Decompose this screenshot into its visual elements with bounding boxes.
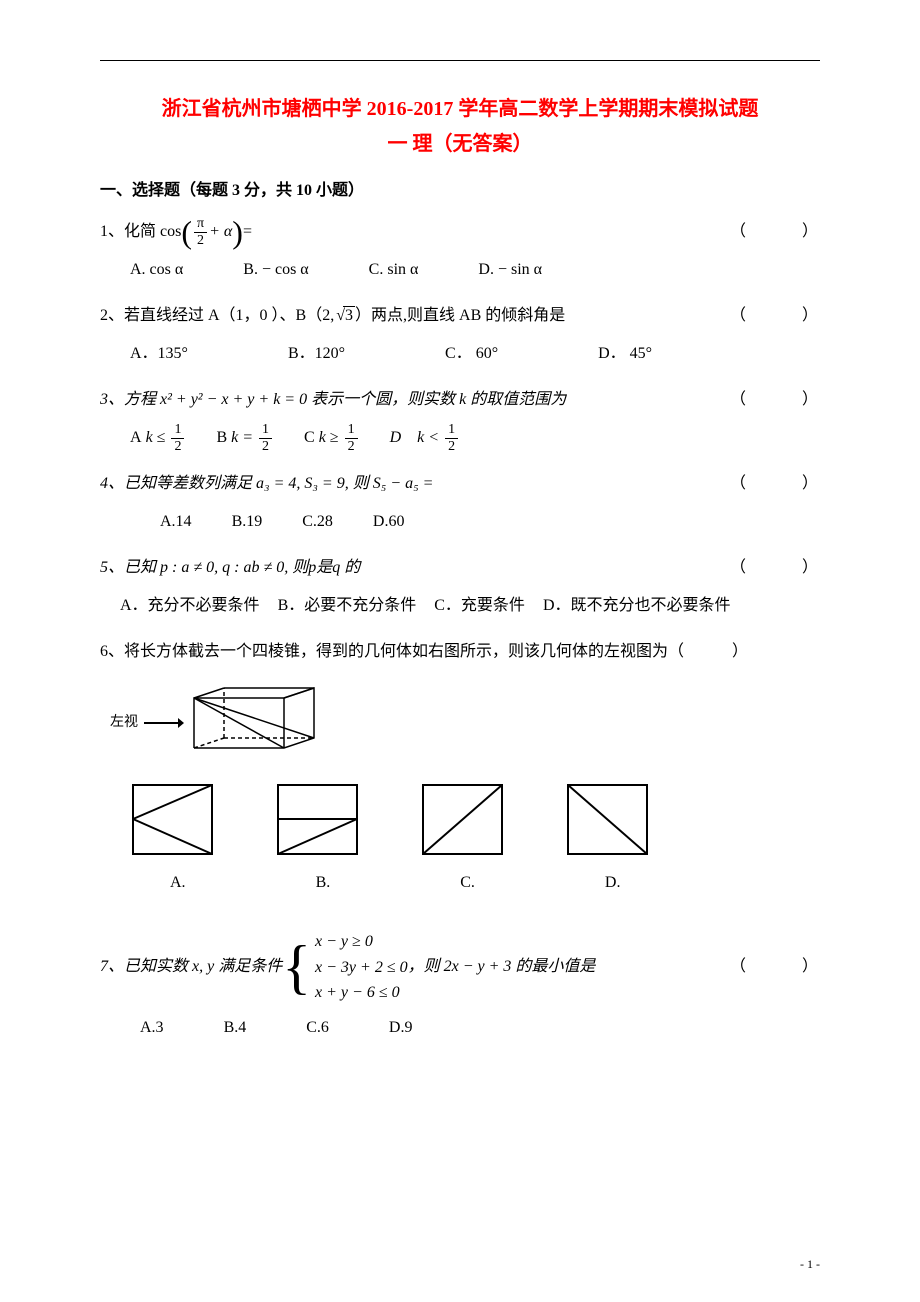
- question-2: 2、若直线经过 A（1，0 ）、B（2, 3 ）两点,则直线 AB 的倾斜角是 …: [100, 300, 820, 370]
- q7-opt-a: A.3: [140, 1012, 164, 1044]
- q6-option-labels: A. B. C. D.: [170, 867, 820, 899]
- q6-label-d: D.: [605, 867, 621, 899]
- q7-sys-1: x − y ≥ 0: [315, 929, 408, 955]
- page-number: - 1 -: [800, 1257, 820, 1272]
- q6-fig-b: [275, 782, 360, 857]
- q7-sys-3: x + y − 6 ≤ 0: [315, 980, 408, 1006]
- q1-opt-c: C. sin α: [369, 254, 419, 286]
- q6-main-figure: [184, 678, 324, 768]
- q3-a-rel: k ≤: [146, 422, 166, 454]
- q2-text-a: 2、若直线经过 A（1，0 ）、B（2,: [100, 300, 334, 332]
- question-3: 3、方程 x² + y² − x + y + k = 0 表示一个圆，则实数 k…: [100, 384, 820, 454]
- q4-opt-c: C.28: [302, 506, 333, 538]
- q1-frac-den: 2: [194, 233, 207, 248]
- q4-options: A.14 B.19 C.28 D.60: [160, 506, 820, 538]
- q4-opt-d: D.60: [373, 506, 405, 538]
- q7-opt-c: C.6: [306, 1012, 329, 1044]
- question-5: 5、已知 p : a ≠ 0, q : ab ≠ 0, 则p是q 的 （ ） A…: [100, 552, 820, 622]
- q5-text: 5、已知 p : a ≠ 0, q : ab ≠ 0, 则p是q 的: [100, 552, 360, 584]
- q3-c-pre: C: [304, 422, 315, 454]
- q7-opt-d: D.9: [389, 1012, 413, 1044]
- q5-opt-a: A．充分不必要条件: [120, 590, 260, 622]
- q6-text: 6、将长方体截去一个四棱锥，得到的几何体如右图所示，则该几何体的左视图为（ ）: [100, 636, 820, 668]
- q6-label-c: C.: [460, 867, 475, 899]
- q6-label-a: A.: [170, 867, 186, 899]
- q1-opt-a: A. cos α: [130, 254, 183, 286]
- question-7: 7、已知实数 x, y 满足条件 { x − y ≥ 0 x − 3y + 2 …: [100, 929, 820, 1044]
- q1-opt-b: B. − cos α: [243, 254, 308, 286]
- q5-opt-b: B．必要不充分条件: [278, 590, 417, 622]
- q2-options: A．135° B．120° C． 60° D． 45°: [130, 338, 820, 370]
- q4-opt-b: B.19: [232, 506, 263, 538]
- q5-blank: （ ）: [730, 552, 820, 584]
- q1-equals: =: [243, 216, 252, 248]
- q1-opt-d: D. − sin α: [478, 254, 542, 286]
- q3-d-pre: D: [390, 422, 402, 454]
- q6-fig-a: [130, 782, 215, 857]
- q7-options: A.3 B.4 C.6 D.9: [140, 1012, 820, 1044]
- page: 浙江省杭州市塘栖中学 2016-2017 学年高二数学上学期期末模拟试题 一 理…: [0, 0, 920, 1302]
- q2-opt-d: D． 45°: [598, 338, 652, 370]
- q6-main-figure-row: 左视: [100, 678, 820, 768]
- q2-blank: （ ）: [730, 300, 820, 332]
- question-1: 1、化简 cos ( π 2 + α ) = （ ） A. cos α B. −…: [100, 216, 820, 286]
- q2-opt-b: B．120°: [288, 338, 345, 370]
- q3-b-pre: B: [216, 422, 227, 454]
- q1-prefix: 1、化简 cos: [100, 216, 181, 248]
- q3-b-rel: k =: [231, 422, 253, 454]
- q4-blank: （ ）: [730, 468, 820, 500]
- q5-opt-c: C．充要条件: [434, 590, 525, 622]
- q7-system: { x − y ≥ 0 x − 3y + 2 ≤ 0 x + y − 6 ≤ 0: [282, 929, 407, 1006]
- q3-text: 3、方程 x² + y² − x + y + k = 0 表示一个圆，则实数 k…: [100, 384, 566, 416]
- q6-label-b: B.: [316, 867, 331, 899]
- q1-options: A. cos α B. − cos α C. sin α D. − sin α: [130, 254, 820, 286]
- q7-blank: （ ）: [730, 951, 820, 983]
- question-6: 6、将长方体截去一个四棱锥，得到的几何体如右图所示，则该几何体的左视图为（ ） …: [100, 636, 820, 899]
- q5-options: A．充分不必要条件 B．必要不充分条件 C．充要条件 D．既不充分也不必要条件: [120, 590, 820, 622]
- top-rule: [100, 60, 820, 61]
- q6-view-label: 左视: [110, 709, 184, 737]
- q6-option-figures: [130, 782, 820, 857]
- q1-frac-num: π: [194, 216, 207, 232]
- q4-text: 4、已知等差数列满足 a₃ = 4, S₃ = 9, 则 S₅ − a₅ =: [100, 468, 433, 500]
- arrow-icon: [144, 717, 184, 729]
- q1-suffix: + α: [209, 216, 232, 248]
- doc-title-line1: 浙江省杭州市塘栖中学 2016-2017 学年高二数学上学期期末模拟试题: [100, 91, 820, 127]
- q3-c-rel: k ≥: [319, 422, 339, 454]
- q6-fig-d: [565, 782, 650, 857]
- q1-blank: （ ）: [730, 216, 820, 248]
- q3-blank: （ ）: [730, 384, 820, 416]
- q5-opt-d: D．既不充分也不必要条件: [543, 590, 731, 622]
- q7-sys-2: x − 3y + 2 ≤ 0: [315, 955, 408, 981]
- q2-text-b: ）两点,则直线 AB 的倾斜角是: [355, 300, 565, 332]
- q2-rad: 3: [343, 306, 355, 324]
- q3-options: A k ≤ 12 B k = 12 C k ≥ 12 D k < 12: [130, 422, 820, 454]
- q7-suffix: ，则 2x − y + 3 的最小值是: [408, 951, 596, 983]
- q7-prefix: 7、已知实数 x, y 满足条件: [100, 951, 282, 983]
- q3-d-rel: k <: [417, 422, 439, 454]
- q4-opt-a: A.14: [160, 506, 192, 538]
- q7-opt-b: B.4: [224, 1012, 247, 1044]
- q3-a-pre: A: [130, 422, 142, 454]
- q2-opt-c: C． 60°: [445, 338, 498, 370]
- question-4: 4、已知等差数列满足 a₃ = 4, S₃ = 9, 则 S₅ − a₅ = （…: [100, 468, 820, 538]
- q2-opt-a: A．135°: [130, 338, 188, 370]
- q6-fig-c: [420, 782, 505, 857]
- doc-title-line2: 一 理（无答案）: [100, 127, 820, 156]
- section-heading: 一、选择题（每题 3 分，共 10 小题）: [100, 176, 820, 200]
